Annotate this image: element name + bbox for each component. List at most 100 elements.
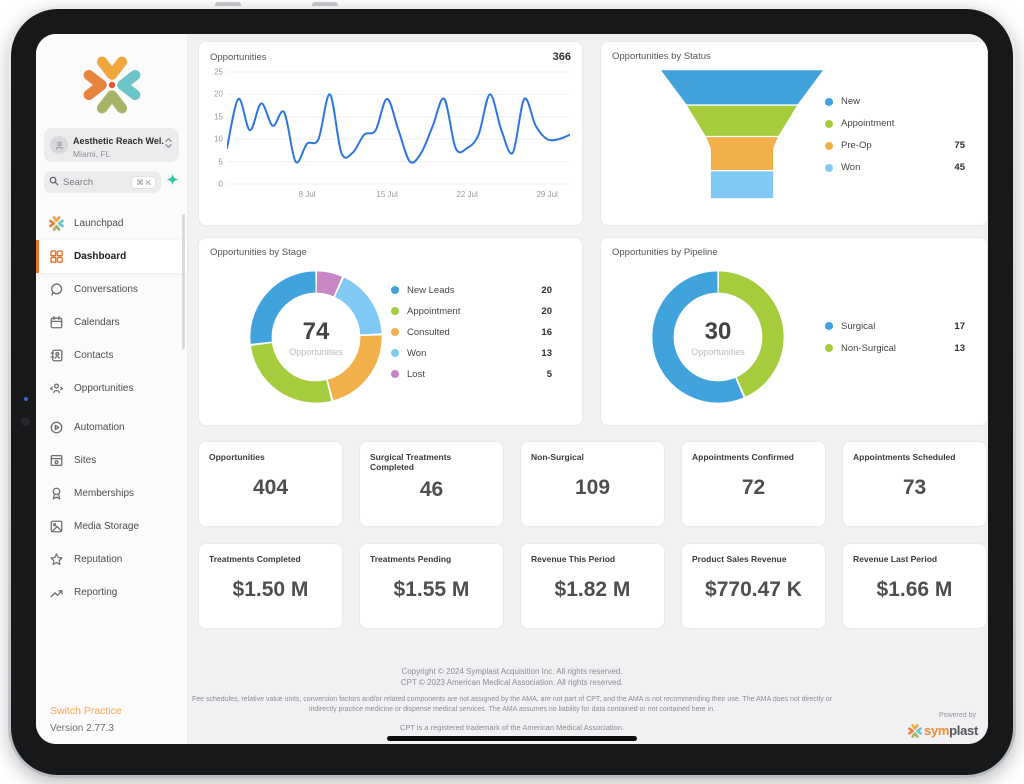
sidebar-item-automation[interactable]: Automation bbox=[36, 411, 187, 444]
opportunities-by-stage-card: Opportunities by Stage 74 Opportunities bbox=[198, 237, 583, 426]
pipeline-legend: Surgical 17 Non-Surgical 13 bbox=[825, 321, 965, 354]
legend-item: Consulted 16 bbox=[391, 327, 552, 338]
x-tick: 8 Jul bbox=[298, 190, 316, 199]
copyright-line: Copyright © 2024 Symplast Acquisition In… bbox=[401, 667, 623, 676]
legend-item: New bbox=[825, 96, 965, 107]
legend-dot bbox=[825, 97, 833, 106]
stage-donut-chart: 74 Opportunities bbox=[241, 262, 391, 412]
legend-dot bbox=[391, 286, 399, 294]
ai-sparkle-icon[interactable] bbox=[166, 173, 179, 191]
sidebar: Aesthetic Reach Wel... Miami, FL bbox=[36, 34, 188, 744]
sidebar-item-contacts[interactable]: Contacts bbox=[36, 339, 187, 372]
sidebar-item-opportunities[interactable]: Opportunities bbox=[36, 372, 187, 405]
chart-title: Opportunities bbox=[210, 52, 267, 63]
sidebar-item-dashboard[interactable]: Dashboard bbox=[36, 240, 187, 273]
sidebar-item-label: Sites bbox=[74, 455, 97, 466]
calendars-icon bbox=[50, 316, 63, 329]
kpi-card-appointments-scheduled: Appointments Scheduled 73 bbox=[842, 441, 987, 527]
footer: Copyright © 2024 Symplast Acquisition In… bbox=[36, 666, 988, 732]
automation-icon bbox=[50, 421, 63, 434]
sidebar-item-label: Memberships bbox=[74, 488, 135, 499]
sidebar-item-calendars[interactable]: Calendars bbox=[36, 306, 187, 339]
sidebar-item-reporting[interactable]: Reporting bbox=[36, 576, 187, 609]
legend-item: Appointment bbox=[825, 118, 965, 129]
sidebar-item-reputation[interactable]: Reputation bbox=[36, 543, 187, 576]
sidebar-item-label: Conversations bbox=[74, 284, 138, 295]
practice-selector[interactable]: Aesthetic Reach Wel... Miami, FL bbox=[44, 128, 179, 162]
chart-total: 366 bbox=[552, 51, 571, 63]
sidebar-item-sites[interactable]: Sites bbox=[36, 444, 187, 477]
cpt-trademark-line: CPT is a registered trademark of the Ame… bbox=[399, 723, 625, 732]
legend-item: Surgical 17 bbox=[825, 321, 965, 332]
home-indicator[interactable] bbox=[387, 736, 637, 741]
reputation-icon bbox=[50, 553, 63, 565]
sidebar-item-label: Reputation bbox=[74, 554, 123, 565]
search-input[interactable]: Search ⌘ K bbox=[44, 171, 161, 193]
contacts-icon bbox=[50, 349, 63, 362]
donut-total: 74 bbox=[302, 317, 330, 345]
wordmark-sym: sym bbox=[924, 723, 950, 738]
practice-location: Miami, FL bbox=[73, 149, 111, 159]
sidebar-item-memberships[interactable]: Memberships bbox=[36, 477, 187, 510]
legend-item: Non-Surgical 13 bbox=[825, 343, 965, 354]
kpi-card-product-sales-revenue: Product Sales Revenue $770.47 K bbox=[681, 543, 826, 629]
donut-subtitle: Opportunities bbox=[691, 346, 745, 357]
legend-dot bbox=[825, 344, 833, 352]
funnel-legend: New Appointment bbox=[825, 96, 965, 173]
app-version: Version 2.77.3 bbox=[50, 723, 114, 734]
x-tick: 22 Jul bbox=[456, 190, 478, 199]
opportunities-line-chart-card: Opportunities 366 0 5 10 15 20 25 8 Jul 15 Ju… bbox=[198, 41, 583, 226]
legend-dot bbox=[391, 307, 399, 315]
sidebar-item-label: Opportunities bbox=[74, 383, 134, 394]
x-tick: 29 Jul bbox=[536, 190, 558, 199]
sidebar-item-launchpad[interactable]: Launchpad bbox=[36, 207, 187, 240]
camera-glint bbox=[24, 397, 28, 401]
kpi-card-treatments-pending: Treatments Pending $1.55 M bbox=[359, 543, 504, 629]
chevron-up-down-icon bbox=[164, 136, 173, 154]
media-storage-icon bbox=[50, 520, 63, 533]
legend-dot bbox=[391, 328, 399, 336]
search-placeholder: Search bbox=[63, 176, 94, 188]
sidebar-item-label: Launchpad bbox=[74, 218, 124, 229]
conversations-icon bbox=[51, 283, 63, 296]
stage-legend: New Leads 20 Appointment 20 bbox=[391, 285, 552, 390]
pipeline-donut-chart: 30 Opportunities bbox=[643, 262, 793, 412]
funnel-segment-preop bbox=[706, 137, 778, 170]
kpi-card-opportunities: Opportunities 404 bbox=[198, 441, 343, 527]
front-camera bbox=[21, 417, 30, 426]
legend-dot bbox=[825, 119, 833, 128]
legend-item: Won 45 bbox=[825, 162, 965, 173]
sidebar-item-conversations[interactable]: Conversations bbox=[36, 273, 187, 306]
chart-title: Opportunities by Stage bbox=[210, 247, 307, 258]
sidebar-item-label: Calendars bbox=[74, 317, 120, 328]
line-plot: 8 Jul 15 Jul 22 Jul 29 Jul bbox=[227, 69, 570, 201]
kpi-card-revenue-this-period: Revenue This Period $1.82 M bbox=[520, 543, 665, 629]
kpi-card-non-surgical: Non-Surgical 109 bbox=[520, 441, 665, 527]
launchpad-icon bbox=[49, 216, 64, 231]
chart-title: Opportunities by Status bbox=[612, 51, 711, 62]
legend-item: Appointment 20 bbox=[391, 306, 552, 317]
practice-name: Aesthetic Reach Wel... bbox=[73, 136, 164, 146]
legend-dot bbox=[825, 141, 833, 150]
donut-total: 30 bbox=[704, 317, 732, 345]
sidebar-nav: Launchpad Dashboard bbox=[36, 207, 187, 609]
legend-item: New Leads 20 bbox=[391, 285, 552, 296]
y-axis-labels: 0 5 10 15 20 25 bbox=[214, 67, 223, 189]
switch-practice-link[interactable]: Switch Practice bbox=[50, 705, 122, 717]
sidebar-item-media-storage[interactable]: Media Storage bbox=[36, 510, 187, 543]
legend-dot bbox=[391, 370, 399, 378]
opportunities-by-status-card: Opportunities by Status bbox=[600, 41, 988, 226]
powered-by-branding: Powered by sym plast bbox=[908, 704, 978, 738]
sidebar-item-label: Dashboard bbox=[74, 251, 127, 262]
legend-dot bbox=[391, 349, 399, 357]
reporting-icon bbox=[50, 590, 63, 598]
symplast-mini-logo-icon bbox=[908, 723, 922, 738]
app-screen: Aesthetic Reach Wel... Miami, FL bbox=[36, 34, 988, 744]
legend-dot bbox=[825, 322, 833, 330]
legend-item: Pre-Op 75 bbox=[825, 140, 965, 151]
sites-icon bbox=[50, 454, 63, 467]
dashboard-main: Opportunities 366 0 5 10 15 20 25 8 Jul 15 Ju… bbox=[188, 34, 988, 744]
wordmark-plast: plast bbox=[949, 723, 978, 738]
sidebar-scrollbar[interactable] bbox=[182, 214, 185, 349]
x-tick: 15 Jul bbox=[376, 190, 398, 199]
